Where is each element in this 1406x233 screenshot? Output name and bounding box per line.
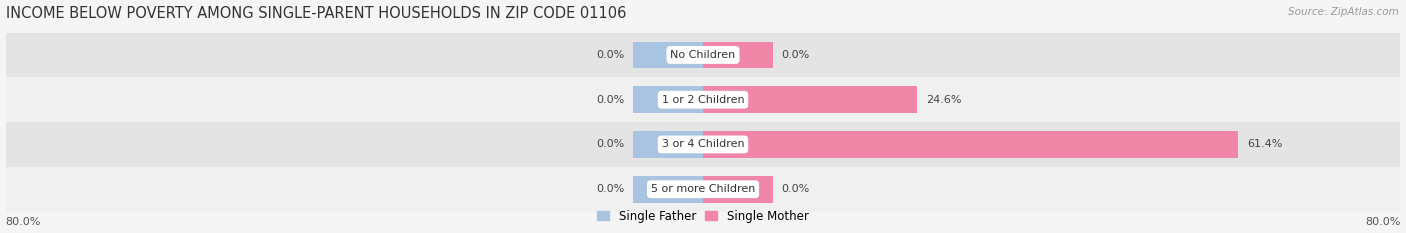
Bar: [633, 176, 703, 203]
Bar: [6, 167, 1400, 212]
Text: 80.0%: 80.0%: [6, 217, 41, 227]
Bar: [633, 86, 703, 113]
Bar: [703, 176, 773, 203]
Bar: [703, 131, 1239, 158]
Bar: [703, 86, 918, 113]
Text: 0.0%: 0.0%: [782, 184, 810, 194]
Bar: [6, 77, 1400, 122]
Text: 61.4%: 61.4%: [1247, 140, 1282, 149]
Text: No Children: No Children: [671, 50, 735, 60]
Bar: [633, 131, 703, 158]
Text: INCOME BELOW POVERTY AMONG SINGLE-PARENT HOUSEHOLDS IN ZIP CODE 01106: INCOME BELOW POVERTY AMONG SINGLE-PARENT…: [6, 6, 626, 21]
Bar: [6, 33, 1400, 77]
Text: Source: ZipAtlas.com: Source: ZipAtlas.com: [1288, 7, 1399, 17]
Text: 0.0%: 0.0%: [596, 95, 624, 105]
Text: 0.0%: 0.0%: [596, 50, 624, 60]
Text: 3 or 4 Children: 3 or 4 Children: [662, 140, 744, 149]
Text: 0.0%: 0.0%: [782, 50, 810, 60]
Text: 80.0%: 80.0%: [1365, 217, 1400, 227]
Text: 0.0%: 0.0%: [596, 140, 624, 149]
Bar: [703, 41, 773, 69]
Text: 0.0%: 0.0%: [596, 184, 624, 194]
Text: 5 or more Children: 5 or more Children: [651, 184, 755, 194]
Bar: [633, 41, 703, 69]
Bar: [6, 122, 1400, 167]
Text: 1 or 2 Children: 1 or 2 Children: [662, 95, 744, 105]
Legend: Single Father, Single Mother: Single Father, Single Mother: [593, 205, 813, 228]
Text: 24.6%: 24.6%: [927, 95, 962, 105]
